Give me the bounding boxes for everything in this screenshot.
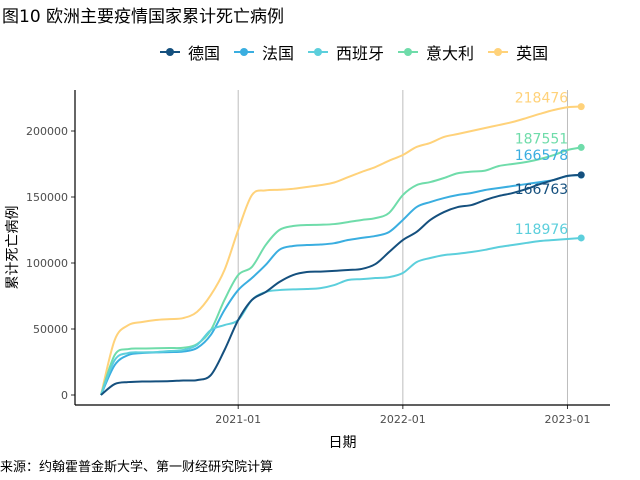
legend-swatch-icon (308, 45, 329, 59)
legend-item: 德国 (160, 40, 220, 64)
x-tick-label: 2023-01 (544, 413, 590, 426)
series-end-label: 187551 (515, 131, 568, 147)
legend-label: 意大利 (426, 44, 475, 63)
legend-label: 德国 (188, 44, 221, 63)
series-end-point (577, 143, 585, 151)
legend-label: 法国 (262, 44, 295, 63)
series-end-label: 166578 (515, 148, 568, 164)
series-line-意大利 (100, 146, 582, 396)
legend-swatch-icon (234, 45, 255, 59)
x-tick-label: 2021-01 (215, 413, 261, 426)
legend-item: 西班牙 (308, 40, 384, 64)
series-end-label: 166763 (515, 182, 568, 198)
series-end-label: 118976 (515, 222, 569, 238)
legend-label: 英国 (516, 44, 549, 63)
y-axis-title: 累计死亡病例 (5, 206, 21, 290)
series-end-point (577, 171, 585, 179)
legend-label: 西班牙 (336, 44, 385, 63)
series-line-法国 (100, 174, 582, 396)
legend-swatch-icon (488, 45, 509, 59)
series-line-西班牙 (100, 236, 582, 396)
y-tick-label: 150000 (26, 191, 68, 204)
legend-item: 英国 (488, 40, 548, 64)
chart-title: 图10 欧洲主要疫情国家累计死亡病例 (2, 7, 285, 27)
legend-swatch-icon (160, 45, 180, 59)
y-tick-label: 100000 (26, 257, 68, 270)
y-tick-label: 0 (61, 389, 68, 402)
x-axis-title: 日期 (329, 435, 357, 451)
series-end-point (577, 234, 585, 242)
legend-swatch-icon (398, 45, 419, 59)
legend: 德国 法国 西班牙 意大利 英国 (160, 40, 548, 64)
series-line-德国 (100, 173, 582, 396)
y-tick-label: 50000 (33, 323, 68, 336)
x-tick-label: 2022-01 (380, 413, 426, 426)
source-note: 来源：约翰霍普金斯大学、第一财经研究院计算 (0, 460, 274, 475)
y-tick-label: 200000 (26, 125, 68, 138)
series-line-英国 (100, 105, 582, 396)
series-end-label: 218476 (515, 91, 569, 107)
legend-item: 意大利 (398, 40, 474, 64)
legend-item: 法国 (234, 40, 294, 64)
series-end-point (577, 103, 585, 111)
